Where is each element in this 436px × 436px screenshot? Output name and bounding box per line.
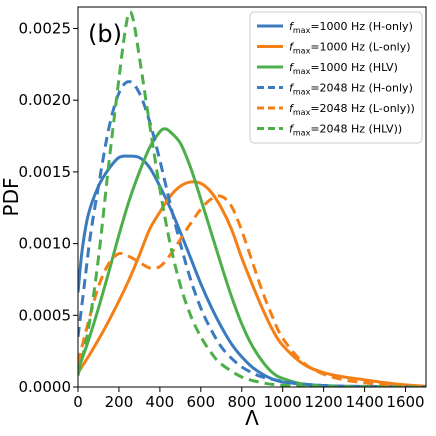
y-axis-ticks: 0.0000 0.0005 0.0010 0.0015 0.0020 0.0025 bbox=[19, 20, 78, 396]
legend-label: fmax=2048 Hz (H-only) bbox=[289, 82, 413, 97]
x-tick-label: 1600 bbox=[386, 393, 424, 411]
x-axis-label: Λ bbox=[245, 406, 259, 430]
legend-label: fmax=1000 Hz (H-only) bbox=[289, 20, 413, 35]
y-tick-label: 0.0010 bbox=[19, 235, 72, 253]
series-line-3 bbox=[78, 127, 426, 387]
series-line-5 bbox=[78, 194, 426, 387]
x-tick-label: 1200 bbox=[305, 393, 343, 411]
legend-label: fmax=2048 Hz (HLV)) bbox=[289, 123, 402, 138]
panel-label: (b) bbox=[88, 20, 122, 48]
legend-label: fmax=2048 Hz (L-only)) bbox=[289, 102, 415, 117]
x-tick-label: 800 bbox=[227, 393, 256, 411]
x-tick-label: 0 bbox=[73, 393, 83, 411]
x-tick-label: 1400 bbox=[345, 393, 383, 411]
y-tick-label: 0.0020 bbox=[19, 91, 72, 109]
x-tick-label: 400 bbox=[146, 393, 175, 411]
y-tick-label: 0.0015 bbox=[19, 163, 72, 181]
x-axis-ticks: 0 200 400 600 800 1000 1200 1400 1600 bbox=[73, 387, 425, 411]
legend: fmax=1000 Hz (H-only) fmax=1000 Hz (L-onl… bbox=[249, 11, 423, 144]
series-layer bbox=[78, 10, 426, 387]
series-line-1 bbox=[78, 154, 426, 387]
series-line-2 bbox=[78, 180, 426, 387]
series-line-6 bbox=[78, 10, 426, 387]
x-tick-label: 200 bbox=[105, 393, 134, 411]
legend-label: fmax=1000 Hz (HLV) bbox=[289, 61, 398, 76]
x-tick-label: 1000 bbox=[264, 393, 302, 411]
y-tick-label: 0.0000 bbox=[19, 378, 72, 396]
y-tick-label: 0.0005 bbox=[19, 306, 72, 324]
y-axis-label: PDF bbox=[0, 178, 23, 217]
legend-label: fmax=1000 Hz (L-only) bbox=[289, 41, 411, 56]
legend-box bbox=[249, 11, 423, 144]
y-tick-label: 0.0025 bbox=[19, 20, 72, 38]
x-tick-label: 600 bbox=[187, 393, 216, 411]
plot-frame bbox=[77, 6, 427, 388]
